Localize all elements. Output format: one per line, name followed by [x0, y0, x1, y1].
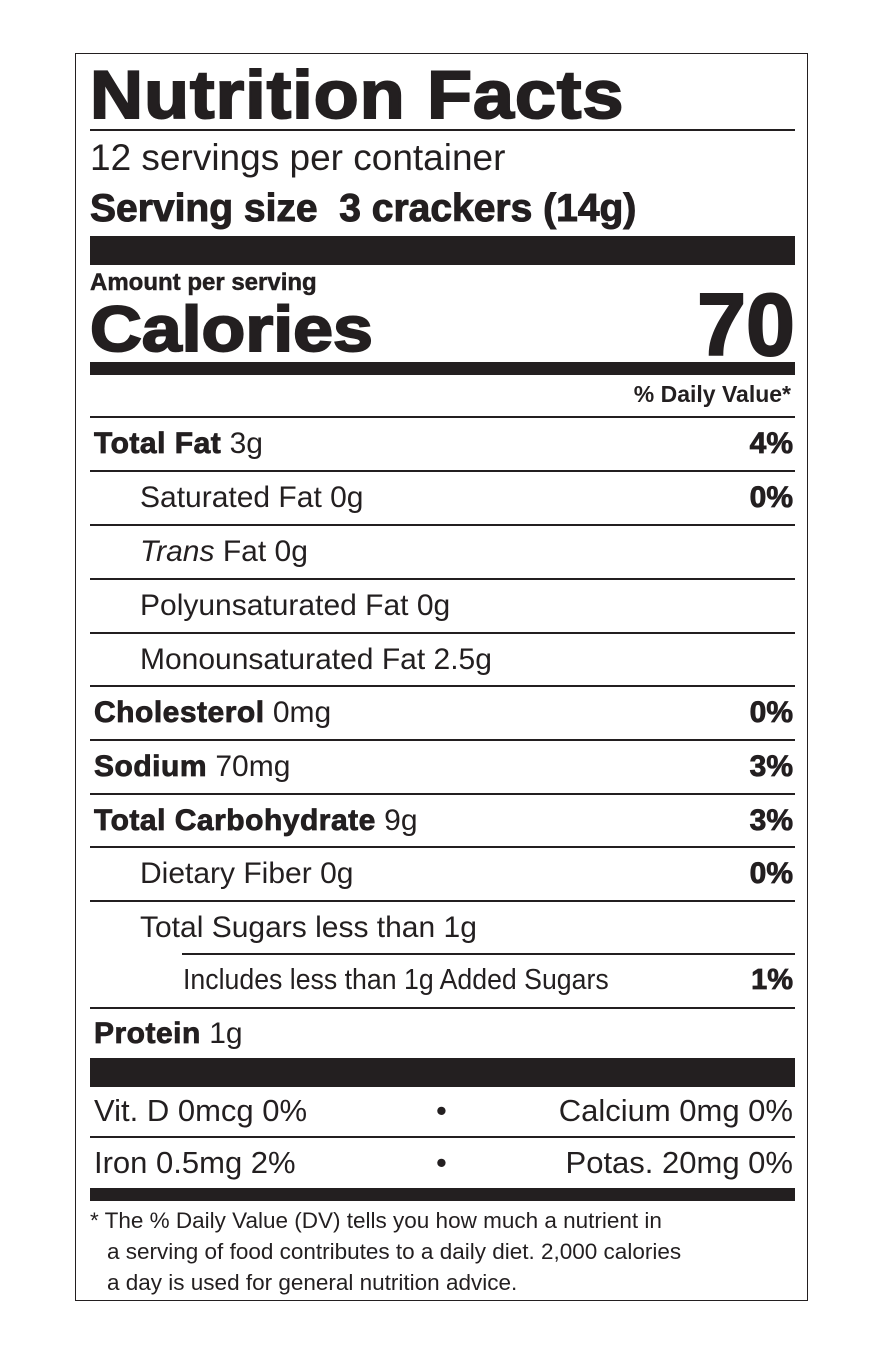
calories-value: 70 — [696, 275, 796, 374]
calories-label: Calories — [89, 293, 374, 365]
nutrient-row-dietary-fiber: Dietary Fiber 0g 0% — [140, 857, 793, 891]
footnote-line: a day is used for general nutrition advi… — [107, 1270, 518, 1295]
thick-bar — [90, 236, 795, 265]
medium-bar — [90, 1188, 795, 1201]
nutrient-row-monounsaturated-fat: Monounsaturated Fat 2.5g — [140, 643, 492, 676]
divider — [90, 416, 795, 418]
nutrient-row-trans-fat: Trans Fat 0g — [140, 535, 308, 568]
nutrient-row-sodium: Sodium 70mg 3% — [94, 750, 794, 784]
footnote-line: a serving of food contributes to a daily… — [107, 1239, 682, 1264]
nutrient-row-polyunsaturated-fat: Polyunsaturated Fat 0g — [140, 589, 451, 622]
divider — [90, 470, 795, 472]
divider — [90, 846, 795, 848]
divider — [90, 739, 795, 741]
nutrient-row-protein: Protein 1g — [94, 1017, 243, 1051]
footnote: * The % Daily Value (DV) tells you how m… — [90, 1205, 681, 1298]
nutrient-row-saturated-fat: Saturated Fat 0g 0% — [140, 481, 793, 515]
serving-size: Serving size 3 crackers (14g) — [90, 187, 637, 230]
amount-per-serving: Amount per serving — [90, 269, 317, 296]
divider — [90, 578, 795, 580]
divider — [90, 1136, 795, 1138]
label-title: Nutrition Facts — [89, 57, 625, 133]
vitamin-row: Iron 0.5mg 2% • Potas. 20mg 0% — [94, 1145, 793, 1180]
thick-bar — [90, 1058, 795, 1087]
servings-per-container: 12 servings per container — [90, 137, 506, 178]
nutrient-row-total-sugars: Total Sugars less than 1g — [140, 911, 477, 944]
nutrient-row-cholesterol: Cholesterol 0mg 0% — [94, 696, 794, 730]
nutrient-row-total-fat: Total Fat 3g 4% — [94, 427, 794, 461]
serving-size-label: Serving size — [90, 187, 319, 230]
divider — [90, 900, 795, 902]
footnote-line: * The % Daily Value (DV) tells you how m… — [90, 1208, 662, 1233]
divider — [90, 129, 795, 131]
divider — [90, 524, 795, 526]
nutrient-row-added-sugars: Includes less than 1g Added Sugars 1% — [183, 964, 793, 997]
divider — [90, 685, 795, 687]
divider — [182, 953, 795, 955]
daily-value-header: % Daily Value* — [633, 381, 791, 407]
medium-bar — [90, 362, 795, 375]
label-border — [75, 53, 808, 1301]
nutrient-row-total-carbohydrate: Total Carbohydrate 9g 3% — [94, 804, 794, 838]
divider — [90, 1007, 795, 1009]
serving-size-value: 3 crackers (14g) — [339, 187, 637, 230]
divider — [90, 793, 795, 795]
vitamin-row: Vit. D 0mcg 0% • Calcium 0mg 0% — [94, 1093, 793, 1128]
divider — [90, 632, 795, 634]
